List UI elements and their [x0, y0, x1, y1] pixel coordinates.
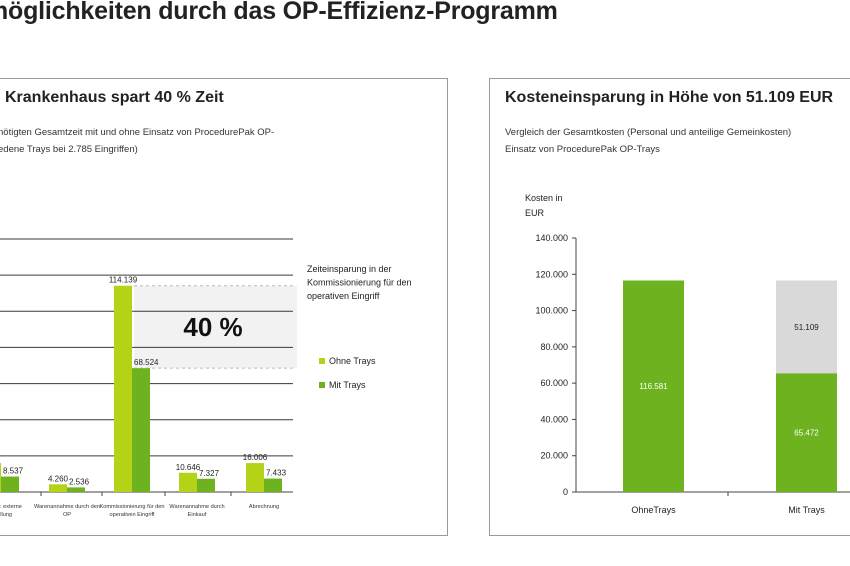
bar-mit-trays [197, 479, 215, 492]
y-tick-label: 140.000 [535, 233, 568, 243]
y-tick-label: 20.000 [540, 451, 568, 461]
data-label-total-cost: 65.472 [794, 429, 819, 438]
cost-savings-panel: Kosteneinsparung in Höhe von 51.109 EUR … [489, 78, 850, 536]
data-label-mit-trays: 7.327 [199, 469, 220, 478]
category-label: Warenannahme durch Einkauf [169, 504, 224, 518]
data-label-total-cost: 116.581 [639, 382, 668, 391]
category-label: Abrechnung [249, 504, 279, 510]
legend-swatch-mit-trays [319, 382, 325, 388]
bar-ohne-trays [0, 463, 1, 492]
bar-ohne-trays [49, 484, 67, 492]
time-bar-chart: …68.537 …e bzw. externe…tellung 4.2602.536… [0, 79, 447, 535]
bar-mit-trays [264, 479, 282, 492]
category-label: …e bzw. externe…tellung [0, 504, 22, 518]
page-title: möglichkeiten durch das OP-Effizienz-Pro… [0, 0, 558, 26]
y-tick-label: 100.000 [535, 306, 568, 316]
time-savings-panel: Krankenhaus spart 40 % Zeit nötigten Ges… [0, 78, 448, 536]
data-label-mit-trays: 8.537 [3, 467, 24, 476]
cost-bar-chart: Kosten in EUR 0 20.000 40.000 60.000 80.000 100… [490, 79, 850, 535]
legend-label-ohne-trays: Ohne Trays [329, 356, 376, 366]
legend-label-mit-trays: Mit Trays [329, 380, 366, 390]
savings-percent-label: 40 % [183, 312, 242, 342]
bar-ohne-trays [179, 473, 197, 492]
data-label-ohne-trays: …6 [0, 453, 1, 462]
bar-ohne-trays [114, 286, 132, 492]
y-tick-label: 40.000 [540, 414, 568, 424]
y-tick-label: 0 [563, 487, 568, 497]
data-label-savings: 51.109 [794, 323, 819, 332]
y-tick-label: 60.000 [540, 378, 568, 388]
savings-annotation-text: Zeiteinsparung in der Kommissionierung fü… [307, 264, 412, 301]
category-label: Warenannahme durch den OP [34, 504, 100, 518]
data-label-ohne-trays: 10.646 [176, 463, 201, 472]
category-label: Kommissionierung für den operativen Eingr… [100, 504, 165, 518]
data-label-ohne-trays: 114.139 [109, 276, 138, 285]
data-label-mit-trays: 7.433 [266, 469, 287, 478]
data-label-ohne-trays: 16.006 [243, 453, 268, 462]
bar-mit-trays [67, 487, 85, 492]
y-axis-label: Kosten in EUR [525, 193, 563, 218]
data-label-ohne-trays: 4.260 [48, 474, 69, 483]
y-tick-label: 80.000 [540, 342, 568, 352]
data-label-mit-trays: 2.536 [69, 477, 90, 486]
data-label-mit-trays: 68.524 [134, 358, 159, 367]
category-label: Mit Trays [788, 505, 825, 515]
bar-mit-trays [132, 368, 150, 492]
y-tick-label: 120.000 [535, 269, 568, 279]
legend-swatch-ohne-trays [319, 358, 325, 364]
bar-mit-trays [1, 477, 19, 492]
category-label: OhneTrays [631, 505, 676, 515]
bar-ohne-trays [246, 463, 264, 492]
